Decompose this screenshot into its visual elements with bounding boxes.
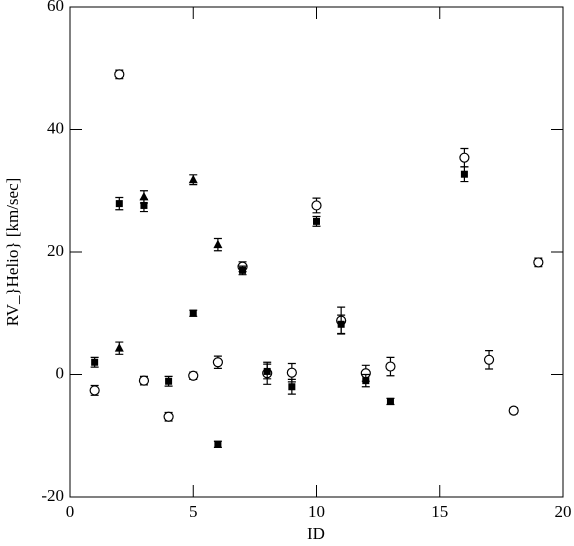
point [533, 257, 544, 268]
point [163, 411, 174, 422]
x-tick-label: 5 [189, 502, 198, 521]
point [188, 370, 199, 381]
point [214, 440, 222, 448]
point [114, 69, 125, 80]
point [114, 343, 124, 352]
point [460, 170, 468, 178]
point [239, 266, 247, 274]
point [212, 357, 223, 368]
x-tick-label: 10 [308, 502, 325, 521]
y-tick-label: -20 [41, 486, 64, 505]
y-tick-label: 40 [47, 118, 64, 137]
point [115, 200, 123, 208]
y-tick-label: 0 [56, 363, 65, 382]
point [311, 200, 322, 211]
point [91, 358, 99, 366]
x-tick-label: 0 [66, 502, 75, 521]
x-tick-label: 15 [431, 502, 448, 521]
point [483, 354, 495, 365]
point [286, 367, 297, 378]
x-tick-label: 20 [555, 502, 572, 521]
point [138, 375, 150, 386]
point [139, 191, 149, 201]
plot-frame [69, 6, 564, 498]
point [459, 152, 470, 163]
point [337, 320, 345, 328]
point [508, 405, 519, 416]
point [362, 377, 370, 385]
point [288, 383, 296, 391]
point [313, 217, 320, 225]
point [385, 361, 396, 372]
point [188, 174, 198, 184]
point [140, 201, 148, 209]
x-axis-label: ID [307, 524, 325, 543]
y-tick-label: 20 [47, 241, 64, 260]
y-axis-label: RV_}Helio} [km/sec] [3, 178, 22, 327]
y-tick-label: 60 [47, 0, 64, 15]
point [165, 377, 173, 385]
point [386, 397, 394, 405]
point [89, 385, 100, 396]
point [263, 367, 271, 375]
point [189, 309, 197, 317]
point [213, 239, 223, 249]
